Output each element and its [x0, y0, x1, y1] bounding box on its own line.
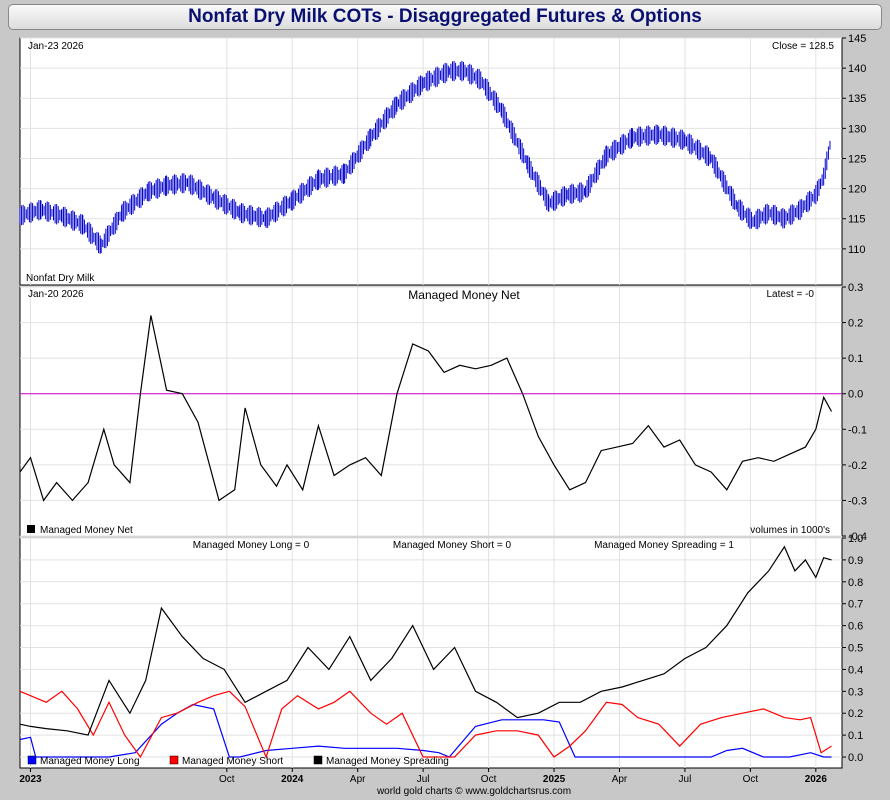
footer-credit: world gold charts © www.goldchartsrus.co…	[376, 786, 571, 797]
y-tick-label: -0.2	[848, 460, 867, 472]
y-tick-label: 110	[848, 244, 866, 256]
short-header-label: Managed Money Short = 0	[393, 540, 512, 551]
y-tick-label: 135	[848, 93, 866, 105]
y-tick-label: 0.8	[848, 577, 863, 589]
long-legend-swatch	[27, 755, 37, 765]
y-tick-label: 0.1	[848, 730, 863, 742]
y-tick-label: 1.0	[848, 533, 863, 545]
y-tick-label: 0.3	[848, 282, 863, 294]
net-latest-label: Latest = -0	[766, 289, 814, 300]
price-date-label: Jan-23 2026	[28, 41, 84, 52]
short-legend-label: Managed Money Short	[182, 756, 283, 767]
x-tick-label: Jul	[679, 774, 692, 785]
net-date-label: Jan-20 2026	[28, 289, 84, 300]
y-tick-label: 0.0	[848, 752, 863, 764]
y-tick-label: -0.1	[848, 424, 867, 436]
chart-title: Nonfat Dry Milk COTs - Disaggregated Fut…	[8, 4, 882, 30]
net-panel-title: Managed Money Net	[408, 288, 520, 302]
spreading-legend-swatch	[313, 755, 323, 765]
spreading-series-line	[19, 545, 832, 736]
y-tick-label: -0.4	[848, 531, 867, 543]
y-tick-label: 0.4	[848, 664, 863, 676]
y-tick-label: 0.2	[848, 708, 863, 720]
x-tick-label: 2026	[805, 774, 828, 785]
x-tick-label: Oct	[219, 774, 235, 785]
net-legend-swatch	[27, 525, 35, 533]
x-tick-label: Apr	[612, 774, 628, 785]
y-tick-label: 0.0	[848, 389, 863, 401]
y-tick-label: 115	[848, 214, 866, 226]
y-tick-label: 145	[848, 33, 866, 45]
net-legend-label: Managed Money Net	[40, 525, 133, 536]
y-tick-label: 125	[848, 153, 866, 165]
y-tick-label: 130	[848, 123, 866, 135]
x-tick-label: 2023	[19, 774, 42, 785]
x-tick-label: Oct	[743, 774, 759, 785]
units-label: volumes in 1000's	[750, 525, 830, 536]
x-tick-label: Apr	[350, 774, 366, 785]
y-tick-label: 0.2	[848, 318, 863, 330]
x-tick-label: 2024	[281, 774, 304, 785]
price-close-label: Close = 128.5	[772, 41, 834, 52]
short-series-line	[19, 690, 832, 759]
spreading-legend-label: Managed Money Spreading	[326, 756, 449, 767]
y-tick-label: 140	[848, 63, 866, 75]
x-tick-label: Jul	[417, 774, 430, 785]
y-tick-label: 0.7	[848, 599, 863, 611]
x-tick-label: 2025	[543, 774, 566, 785]
long-series-line	[19, 703, 832, 758]
y-tick-label: 120	[848, 184, 866, 196]
net-panel	[19, 286, 843, 537]
y-tick-label: 0.1	[848, 353, 863, 365]
y-tick-label: 0.9	[848, 555, 863, 567]
price-series-label: Nonfat Dry Milk	[26, 273, 95, 284]
y-tick-label: 0.5	[848, 643, 863, 655]
long-legend-label: Managed Money Long	[40, 756, 140, 767]
spreading-header-label: Managed Money Spreading = 1	[594, 540, 734, 551]
y-tick-label: -0.3	[848, 495, 867, 507]
net-series-line	[19, 315, 833, 502]
y-tick-label: 0.6	[848, 621, 863, 633]
positions-panel	[19, 537, 843, 769]
short-legend-swatch	[169, 755, 179, 765]
long-header-label: Managed Money Long = 0	[193, 540, 310, 551]
x-tick-label: Oct	[481, 774, 497, 785]
y-tick-label: 0.3	[848, 686, 863, 698]
